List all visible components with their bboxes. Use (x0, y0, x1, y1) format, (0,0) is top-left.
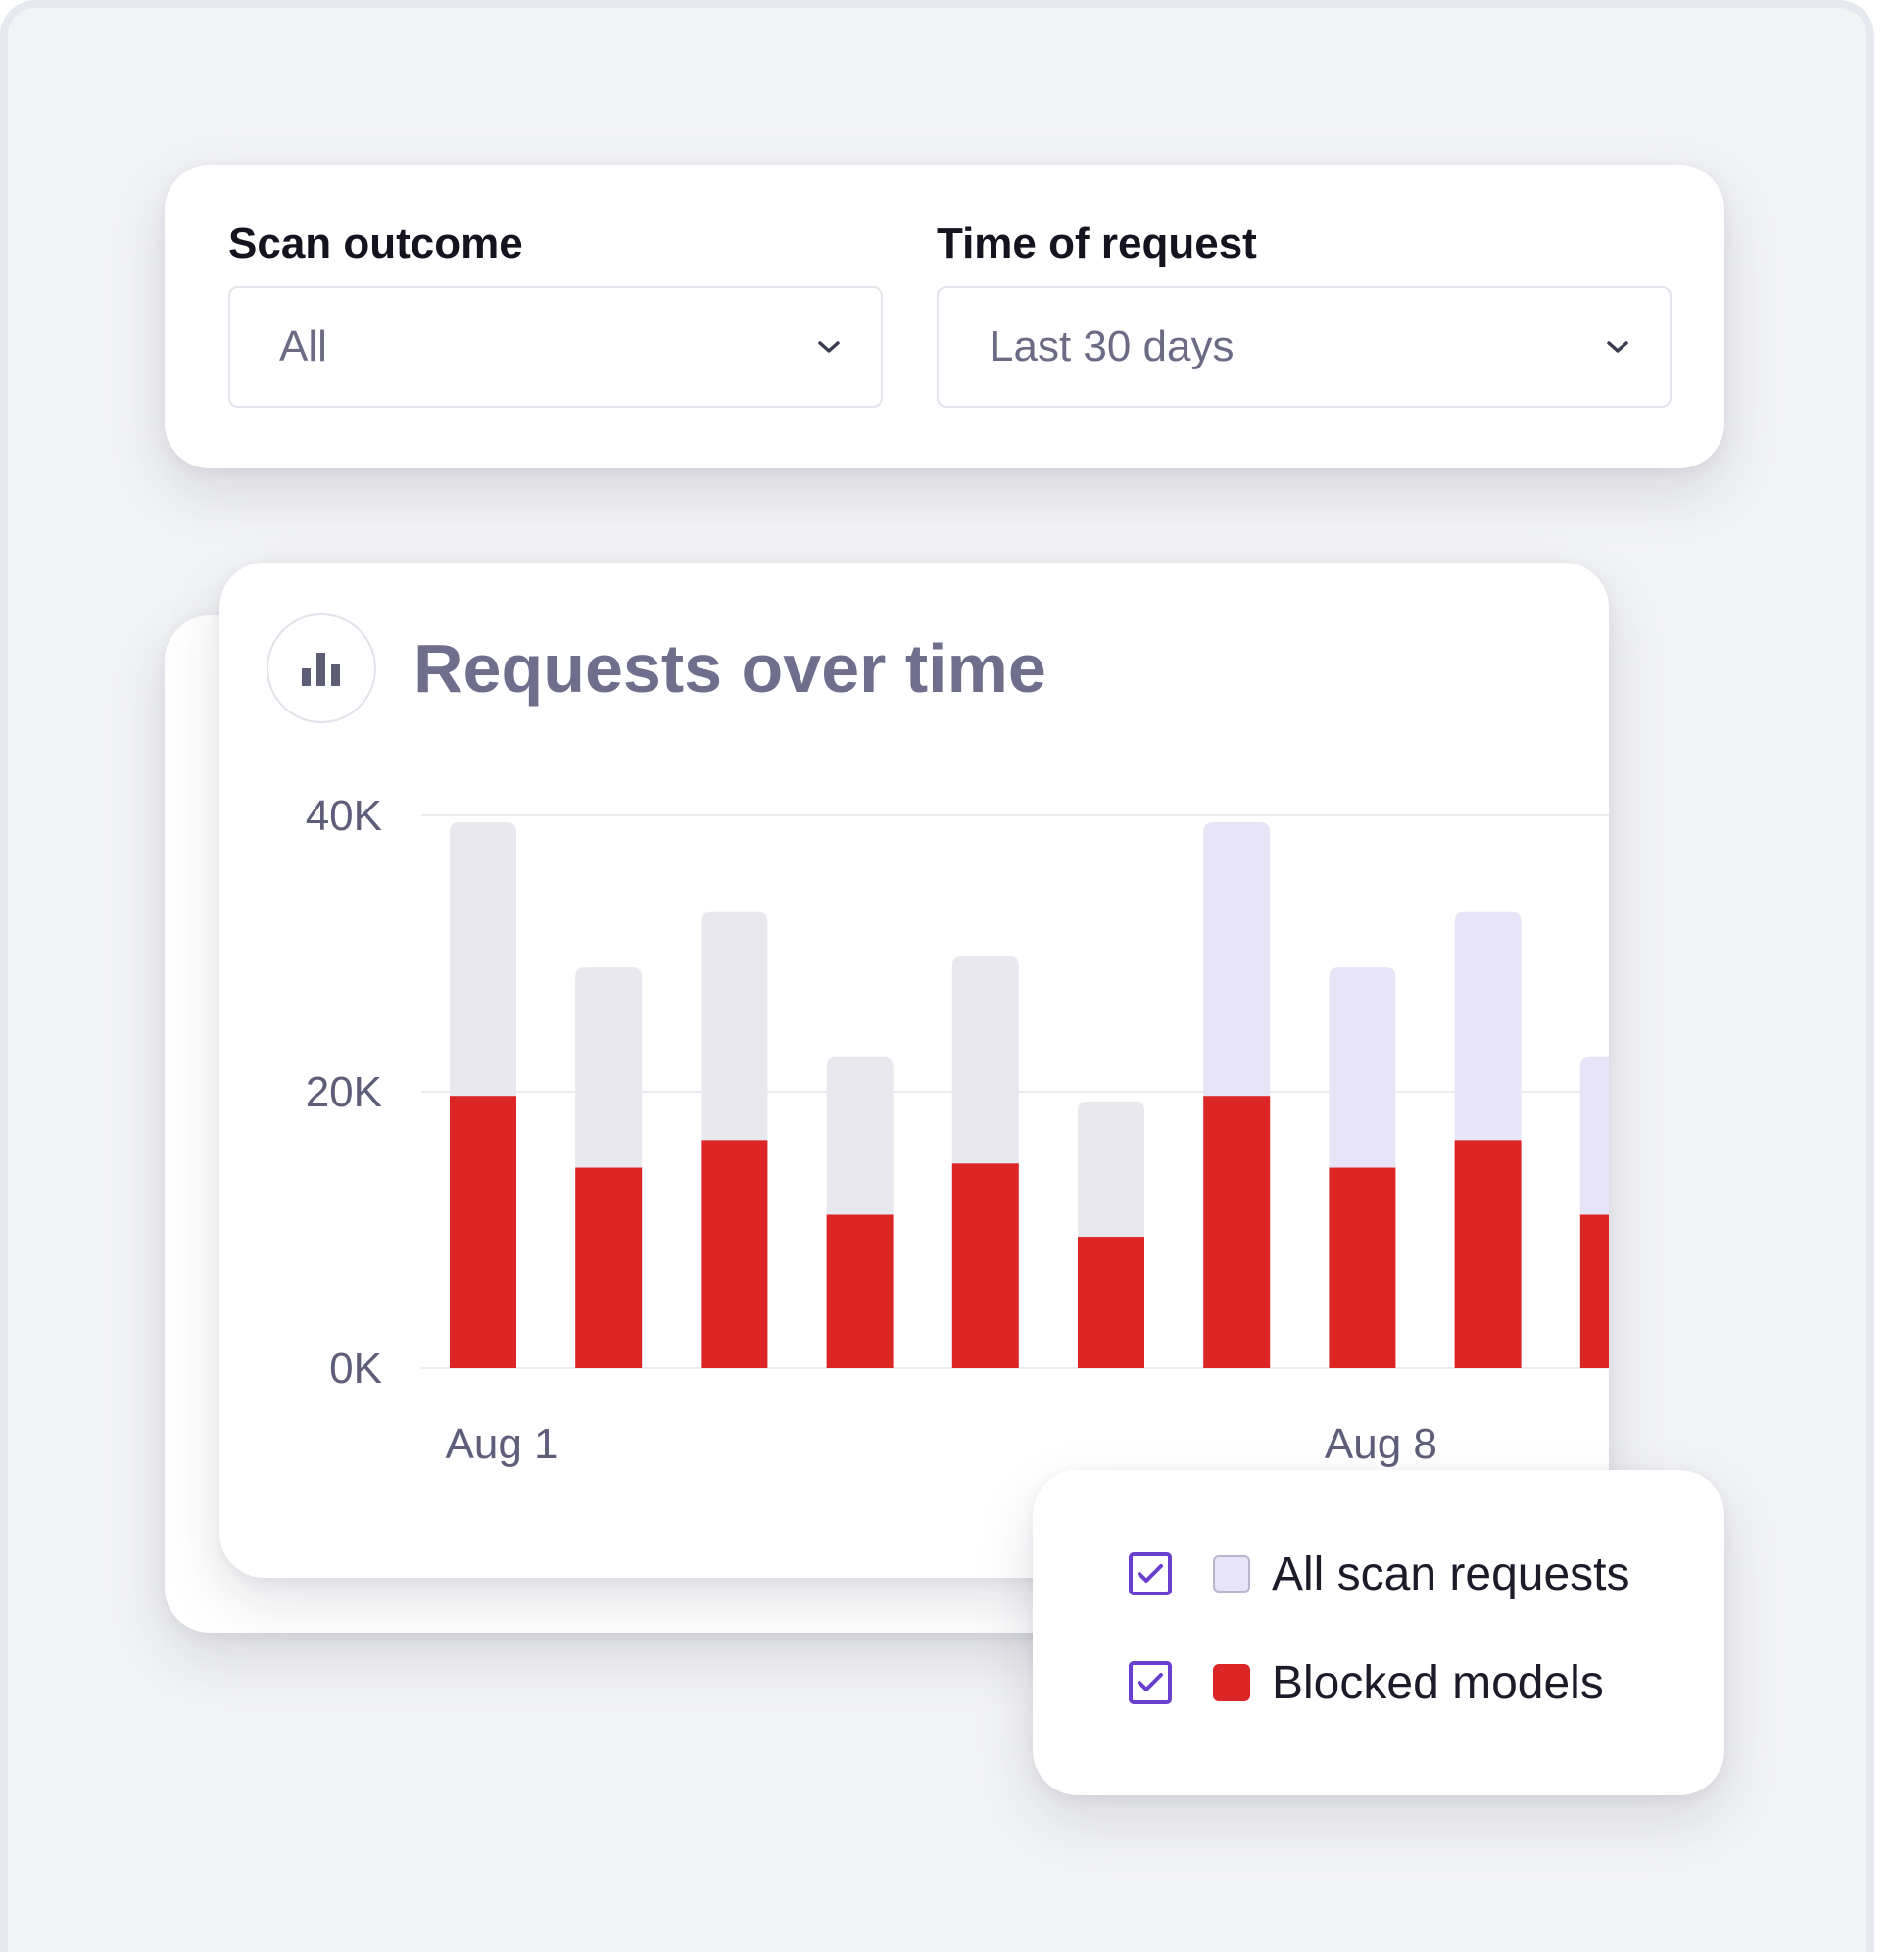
x-tick-label: Aug 8 (1325, 1420, 1437, 1468)
scan-outcome-value: All (279, 322, 327, 370)
y-tick-label: 20K (306, 1068, 382, 1116)
bar-blocked-models (1078, 1237, 1144, 1368)
legend-item-all-scan-requests[interactable]: All scan requests (1129, 1544, 1630, 1603)
chart-title: Requests over time (413, 630, 1046, 707)
time-of-request-value: Last 30 days (990, 322, 1235, 370)
scan-outcome-select[interactable]: All (228, 286, 883, 408)
checkmark-icon (1138, 1564, 1163, 1583)
bar-blocked-models (826, 1214, 894, 1368)
scan-outcome-label: Scan outcome (228, 220, 523, 268)
checkmark-icon (1138, 1673, 1163, 1691)
legend-card: All scan requests Blocked models (1033, 1470, 1724, 1795)
bar-blocked-models (1329, 1167, 1396, 1368)
bar-blocked-models (701, 1140, 768, 1368)
chevron-down-icon (1607, 341, 1628, 353)
legend-label: Blocked models (1272, 1656, 1604, 1709)
bar-blocked-models (1454, 1140, 1522, 1368)
bar-blocked-models (1579, 1214, 1609, 1368)
bar-blocked-models (450, 1096, 516, 1368)
bar-blocked-models (951, 1163, 1019, 1368)
legend-item-blocked-models[interactable]: Blocked models (1129, 1653, 1604, 1712)
legend-label: All scan requests (1272, 1547, 1630, 1600)
filters-card: Scan outcome All Time of request Last 30… (165, 165, 1724, 468)
y-tick-label: 0K (329, 1345, 382, 1393)
y-tick-label: 40K (306, 792, 382, 840)
swatch-all-scan-requests (1213, 1555, 1250, 1592)
requests-chart-card: Requests over time 0K 20K 40K Aug 1 Aug 8 (219, 563, 1609, 1578)
x-tick-label: Aug 1 (446, 1420, 558, 1468)
bar-blocked-models (1203, 1096, 1271, 1368)
checkbox-blocked-models[interactable] (1129, 1661, 1172, 1704)
chevron-down-icon (818, 341, 840, 353)
swatch-blocked-models (1213, 1664, 1250, 1701)
bar-chart-icon (267, 613, 376, 723)
requests-bar-chart: 0K 20K 40K Aug 1 Aug 8 (306, 792, 1609, 1468)
bar-blocked-models (575, 1167, 643, 1368)
time-of-request-select[interactable]: Last 30 days (937, 286, 1672, 408)
time-of-request-label: Time of request (937, 220, 1257, 268)
checkbox-all-scan-requests[interactable] (1129, 1552, 1172, 1595)
